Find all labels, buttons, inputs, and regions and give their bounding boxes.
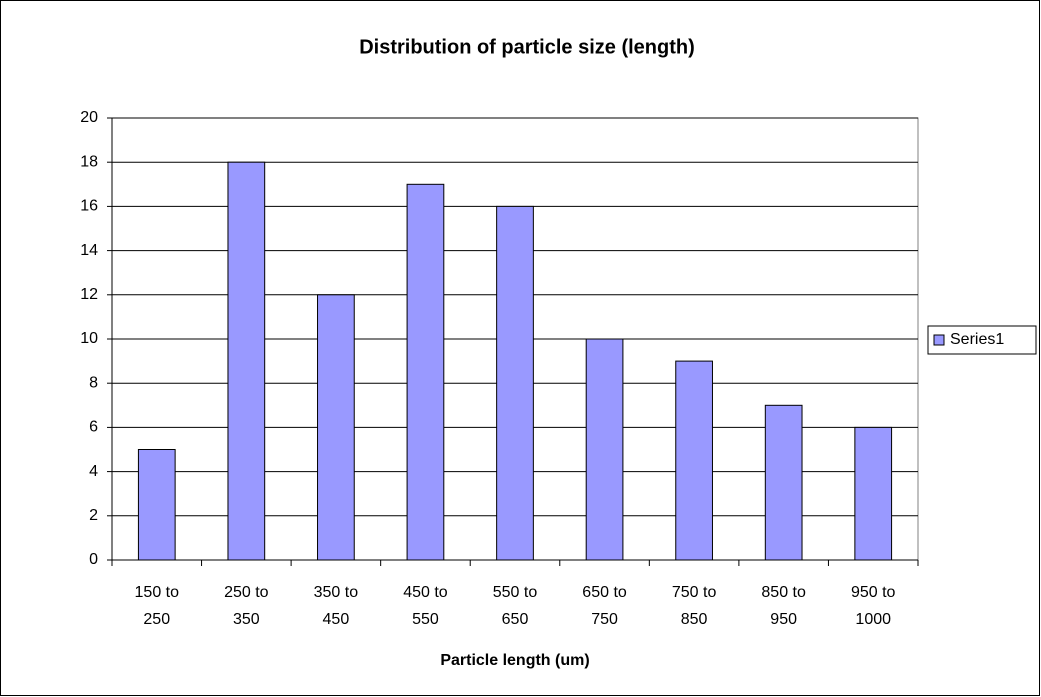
bar — [854, 426, 893, 561]
bar — [764, 404, 803, 561]
bar — [317, 294, 355, 561]
y-tick-label: 0 — [89, 551, 98, 568]
y-tick-label: 8 — [89, 374, 98, 391]
x-tick-label: 950 to 1000 — [850, 584, 896, 628]
x-tick-label: 850 to 950 — [761, 584, 806, 628]
y-tick-label: 16 — [80, 198, 98, 215]
bar — [137, 449, 176, 561]
x-tick-label: 750 to 850 — [671, 584, 717, 628]
x-tick-label: 250 to 350 — [224, 584, 269, 628]
bar — [227, 161, 266, 561]
legend-box — [927, 325, 1037, 355]
bar — [496, 205, 534, 561]
bar — [675, 360, 713, 561]
y-tick-label: 12 — [80, 286, 98, 303]
legend-swatch — [933, 334, 945, 346]
y-tick-label: 2 — [89, 507, 98, 524]
chart-title: Distribution of particle size (length) — [359, 36, 695, 58]
x-tick-label: 650 to 750 — [582, 584, 627, 628]
legend-label: Series1 — [950, 331, 1004, 348]
x-tick-label: 350 to 450 — [313, 584, 359, 628]
x-tick-label: 450 to 550 — [403, 584, 448, 628]
x-tick-label: 150 to 250 — [134, 584, 179, 628]
bar — [406, 183, 445, 561]
x-tick-label: 550 to 650 — [492, 584, 538, 628]
bar — [585, 338, 624, 561]
x-axis-title: Particle length (um) — [440, 652, 589, 669]
y-tick-label: 18 — [80, 153, 98, 170]
y-tick-label: 14 — [80, 242, 98, 259]
y-tick-label: 6 — [89, 419, 98, 436]
y-tick-label: 10 — [80, 330, 98, 347]
y-tick-label: 4 — [89, 463, 98, 480]
y-tick-label: 20 — [80, 109, 98, 126]
